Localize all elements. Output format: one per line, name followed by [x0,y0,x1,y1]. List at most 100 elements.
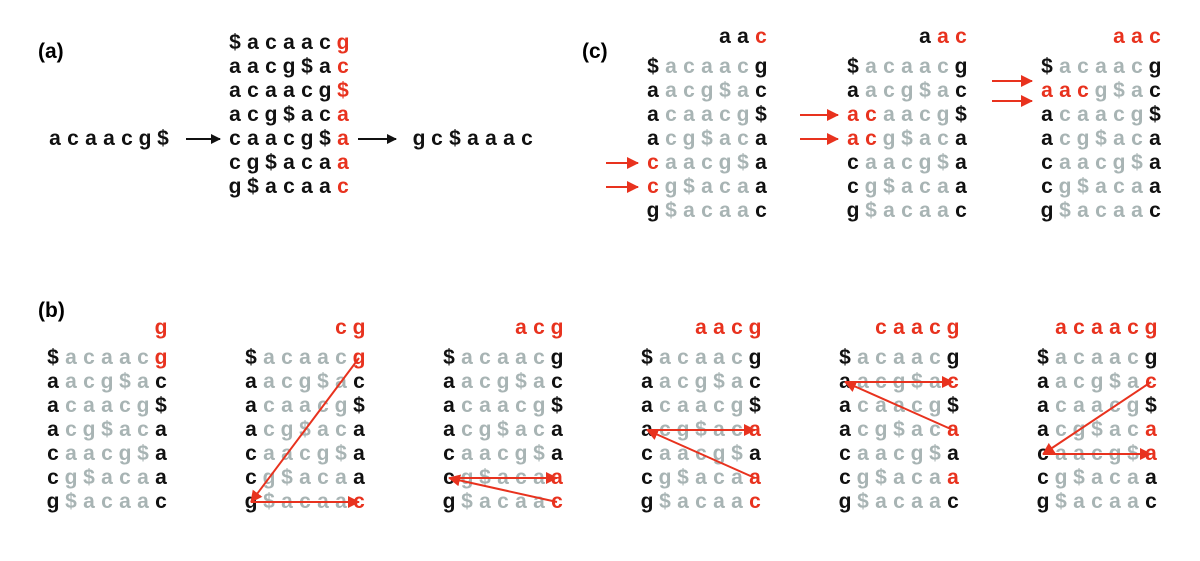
char: g [1036,490,1050,513]
char: a [929,490,941,513]
char: g [478,418,492,441]
char: a [1131,199,1143,222]
char: a [353,442,365,465]
char: a [749,418,761,441]
char: a [857,442,869,465]
char: a [263,346,275,369]
char: c [533,418,545,441]
char: a [755,151,767,174]
char: a [301,175,313,198]
char: $ [947,394,959,417]
char: a [1055,316,1067,339]
char: a [695,316,707,339]
char: c [119,466,131,489]
char: c [665,103,677,126]
char: a [319,175,331,198]
char: g [748,346,762,369]
char: $ [647,55,659,78]
char: a [865,151,877,174]
char: c [1113,175,1125,198]
char: c [299,490,311,513]
char: a [875,394,887,417]
char: a [647,79,659,102]
char: g [442,490,456,513]
char: g [550,346,564,369]
char: c [47,466,59,489]
char: g [1144,346,1158,369]
char: c [731,346,743,369]
char: g [550,316,564,339]
char: $ [119,370,131,393]
char: c [731,316,743,339]
char: $ [1055,490,1067,513]
char: a [301,103,313,126]
char: a [865,79,877,102]
char: c [847,175,859,198]
char: a [659,370,671,393]
char: c [101,490,113,513]
char: c [155,370,167,393]
char: a [319,151,331,174]
char: a [955,127,967,150]
char: a [901,103,913,126]
char: a [1059,55,1071,78]
char: a [755,127,767,150]
char: c [1073,316,1085,339]
char: $ [353,394,365,417]
char: c [461,394,473,417]
char: c [929,346,941,369]
char: a [497,346,509,369]
char: $ [157,127,169,150]
char: a [1055,442,1067,465]
char: $ [1073,466,1085,489]
char: c [647,151,659,174]
char: a [533,466,545,489]
char: a [47,394,59,417]
char: a [265,79,277,102]
char: g [676,418,690,441]
char: a [1037,394,1049,417]
char: c [1041,175,1053,198]
char: a [283,31,295,54]
char: c [911,466,923,489]
char: c [875,346,887,369]
char: a [1145,418,1157,441]
char: c [683,55,695,78]
char: a [937,175,949,198]
char: $ [1059,199,1071,222]
panel-label-a: (a) [38,40,64,63]
char: c [83,370,95,393]
char: g [334,394,348,417]
char: c [1127,316,1139,339]
panel-label-b: (b) [38,299,65,322]
char: a [665,55,677,78]
char: c [101,442,113,465]
char: a [101,346,113,369]
char: a [1055,370,1067,393]
char: c [319,31,331,54]
char: g [264,103,278,126]
char: c [335,346,347,369]
char: c [893,490,905,513]
char: $ [461,490,473,513]
char: c [137,346,149,369]
char: g [712,442,726,465]
char: a [713,346,725,369]
char: $ [839,346,851,369]
char: c [719,175,731,198]
char: g [1126,394,1140,417]
char: a [1037,418,1049,441]
char: a [551,442,563,465]
char: a [865,55,877,78]
char: g [736,103,750,126]
char: a [1149,175,1161,198]
char: a [479,394,491,417]
char: c [335,418,347,441]
char: g [46,490,60,513]
char: a [317,346,329,369]
char: $ [737,151,749,174]
char: c [281,370,293,393]
char: c [737,127,749,150]
char: a [1095,175,1107,198]
char: a [901,175,913,198]
